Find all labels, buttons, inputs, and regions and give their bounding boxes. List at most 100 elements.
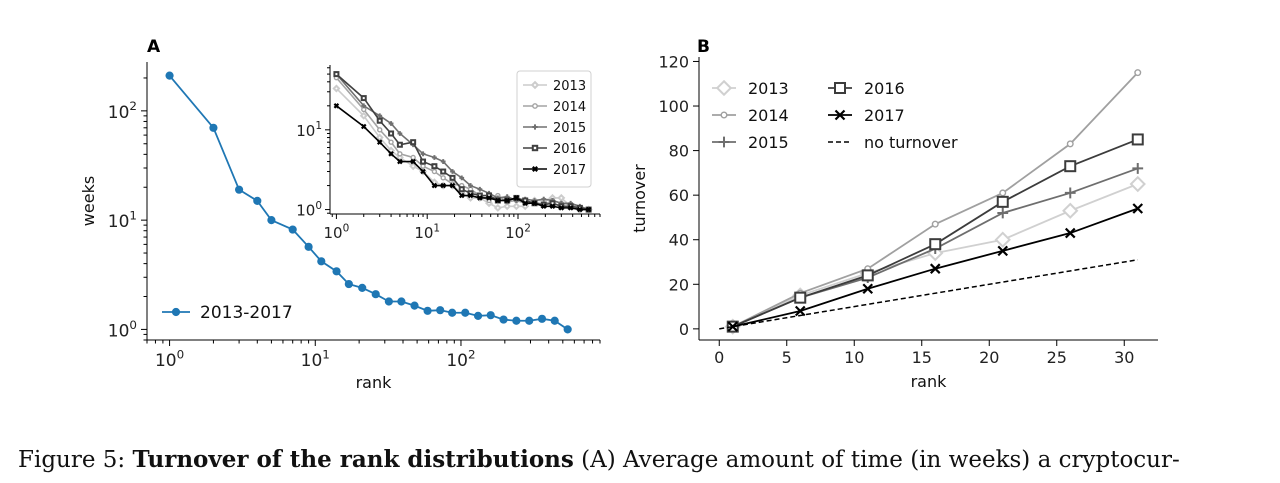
inset-data-point-2017	[388, 151, 394, 157]
inset-data-point-2015	[397, 131, 403, 136]
inset-data-point-2017-shape	[410, 158, 416, 165]
panel-b-data-point-2015-shape	[997, 207, 1009, 219]
inset-legend-marker-shape	[532, 103, 538, 109]
panel-b-legend-label: 2017	[864, 106, 905, 125]
inset-data-point-2014	[397, 151, 403, 157]
panel-b-x-tick-label: 10	[844, 348, 864, 367]
panel-b-data-point-2016-shape	[861, 269, 874, 282]
inset-data-point-2017-shape	[477, 195, 483, 201]
panel-b-data-point-2017-shape	[794, 305, 806, 317]
inset-legend-label: 2014	[553, 100, 586, 115]
panel-b-letter: B	[697, 37, 710, 57]
inset-data-point-2017	[477, 195, 483, 201]
panel-b: B 0 5 10 15 20 25 30 0 20 40 60 80 100 120 rank turnover…	[630, 37, 1158, 391]
inset-data-point-2013-shape	[493, 203, 502, 212]
panel-b-data-point-2015	[1132, 163, 1144, 174]
panel-a-data-point-shape	[550, 316, 559, 325]
panel-b-data-point-2017-shape	[929, 263, 941, 274]
inset-data-point-2015-shape	[468, 183, 473, 188]
inset-legend-marker-shape	[530, 80, 540, 90]
panel-a-x-tick-label: 101	[301, 347, 330, 371]
panel-b-x-tick-label: 20	[979, 348, 999, 367]
inset-data-point-2017-shape	[495, 197, 501, 204]
panel-a-data-point-shape	[288, 225, 297, 234]
panel-a-data-point	[448, 308, 457, 317]
panel-a-data-point	[550, 316, 559, 325]
inset-legend-marker-shape	[531, 144, 539, 152]
inset-data-point-2017-shape	[531, 200, 538, 207]
inset-legend-marker	[530, 80, 540, 90]
panel-b-data-point-2017	[1132, 203, 1144, 214]
inset-data-point-2015	[420, 151, 426, 157]
caption-title: Turnover of the rank distributions	[132, 446, 574, 473]
inset-data-point-2017	[333, 103, 340, 109]
inset-data-point-2016-shape	[458, 186, 465, 193]
inset-data-point-2015-shape	[440, 159, 446, 164]
inset-legend-label: 2015	[553, 121, 586, 136]
panel-b-data-point-2017	[1064, 227, 1076, 239]
panel-a-data-point	[486, 311, 495, 320]
inset-data-point-2015-shape	[388, 121, 394, 126]
panel-a-data-point	[499, 315, 508, 324]
inset-data-point-2017-shape	[458, 192, 465, 199]
inset-legend-marker	[532, 124, 538, 130]
panel-a-data-point	[317, 257, 326, 266]
inset-data-point-2017	[467, 192, 474, 199]
inset-data-point-2017-shape	[440, 182, 446, 189]
panel-a-data-point-shape	[253, 196, 262, 205]
inset-legend-label: 2017	[553, 163, 586, 178]
inset-data-point-2017	[449, 182, 456, 189]
inset-data-point-2017	[458, 192, 465, 199]
inset-data-point-2016	[396, 141, 403, 148]
panel-b-y-tick-label: 0	[679, 320, 689, 339]
inset-data-point-2017	[410, 158, 416, 165]
inset-data-point-2017	[540, 203, 547, 210]
panel-b-data-point-2017-shape	[1064, 227, 1076, 239]
inset-data-point-2016	[333, 71, 340, 78]
inset-data-point-2016-shape	[376, 117, 383, 124]
inset-data-point-2013-shape	[332, 84, 341, 93]
inset-data-point-2017	[420, 168, 426, 175]
panel-b-data-point-2016	[929, 238, 942, 251]
inset-data-point-2016	[458, 186, 465, 193]
inset-data-point-2015-shape	[420, 151, 426, 157]
panel-b-data-point-2014-shape	[1134, 69, 1142, 77]
panel-b-data-point-2016-shape	[1131, 133, 1144, 146]
panel-b-legend-label: 2014	[748, 106, 789, 125]
inset-data-point-2017	[440, 182, 446, 189]
panel-b-legend-marker-shape	[720, 111, 728, 119]
inset-data-point-2013	[512, 202, 521, 211]
panel-b-legend-label: 2016	[864, 79, 905, 98]
inset-data-point-2014-shape	[431, 168, 438, 175]
panel-b-data-point-2014	[931, 220, 939, 228]
panel-a-data-point	[288, 225, 297, 234]
inset-data-point-2015	[431, 155, 437, 160]
panel-a-data-point-shape	[486, 311, 495, 320]
inset-data-point-2015	[377, 113, 383, 119]
inset-legend-marker	[532, 103, 538, 109]
inset-data-point-2015	[450, 169, 455, 174]
panel-b-series-line-no-turnover	[719, 259, 1138, 330]
inset-data-point-2013	[493, 203, 502, 212]
panel-b-data-point-2013	[1129, 175, 1146, 193]
panel-a-data-point	[253, 196, 262, 205]
inset-legend-marker	[531, 144, 539, 152]
panel-a-data-point	[461, 308, 470, 317]
inset-data-point-2016	[420, 158, 427, 165]
inset-data-point-2017-shape	[360, 123, 367, 130]
inset-data-point-2017-shape	[513, 195, 520, 201]
panel-a-data-point	[512, 316, 521, 325]
panel-a-data-point-shape	[304, 242, 313, 251]
panel-b-data-point-2015-shape	[1132, 163, 1144, 174]
inset-data-point-2017	[397, 158, 403, 165]
panel-b-x-tick-label: 15	[912, 348, 932, 367]
panel-b-series-line-2014	[732, 71, 1139, 328]
inset-data-point-2017-shape	[376, 139, 383, 145]
inset-data-point-2013-shape	[503, 202, 512, 211]
inset-data-point-2017-shape	[567, 205, 574, 211]
panel-a-data-point-shape	[525, 316, 534, 325]
inset-data-point-2017	[522, 200, 528, 207]
panel-b-data-point-2016-shape	[996, 195, 1009, 208]
inset-data-point-2015	[440, 159, 446, 164]
inset-data-point-2017-shape	[486, 195, 492, 201]
